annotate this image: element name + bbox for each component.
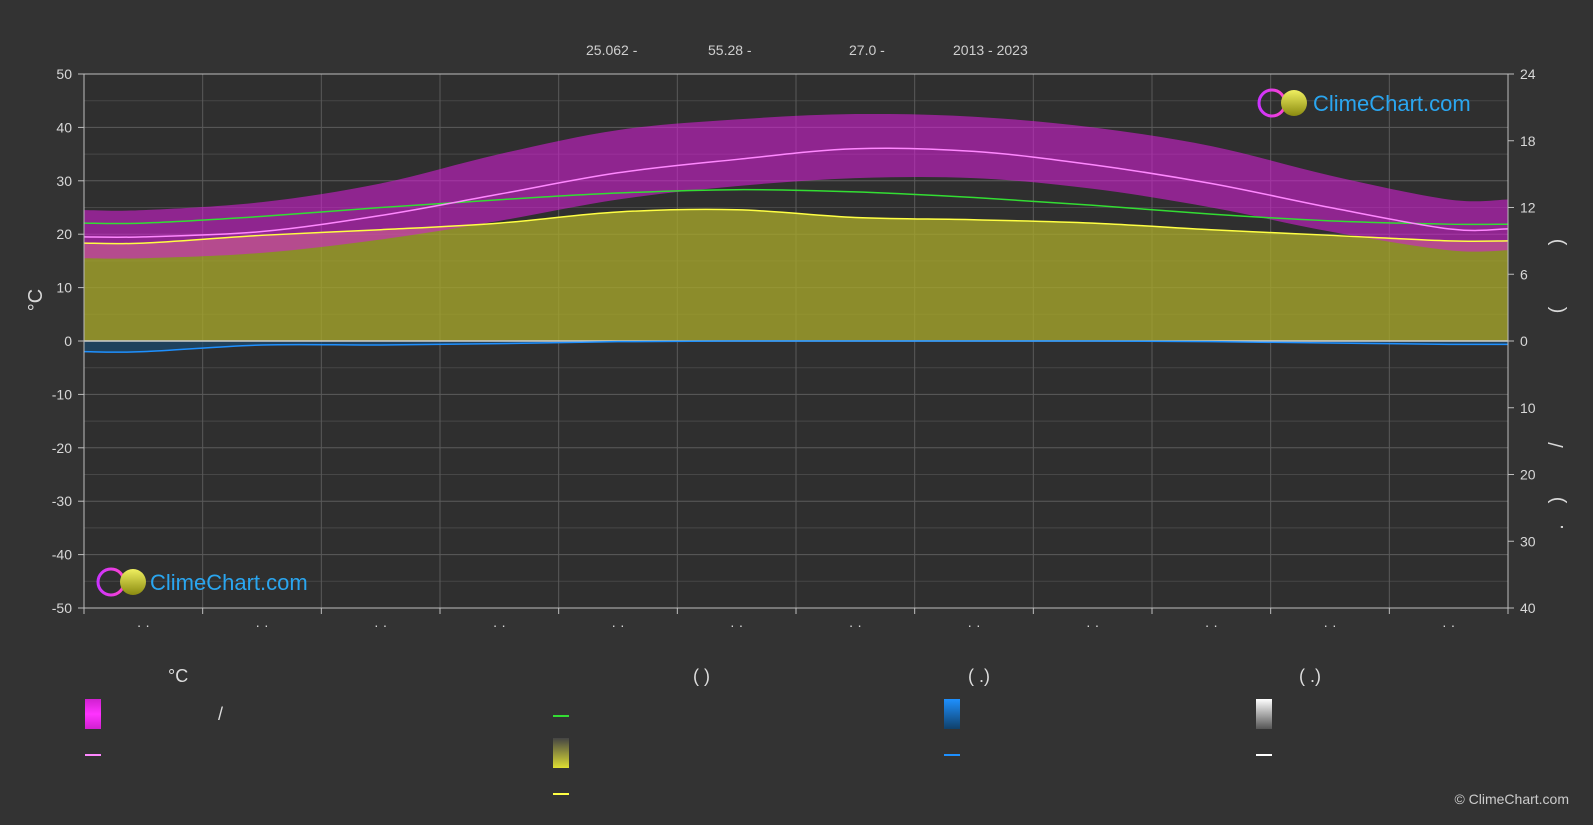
temperature-range-band <box>84 113 1508 259</box>
right-axis-glyph: ( <box>1546 306 1568 313</box>
left-tick-label: 40 <box>56 119 72 135</box>
x-tick-label: · · <box>611 617 624 633</box>
right-top-tick-label: 24 <box>1520 66 1536 82</box>
header-longitude: 55.28 - <box>708 42 752 58</box>
left-tick-label: -30 <box>52 493 72 509</box>
legend-daylight-swatch <box>553 715 569 717</box>
precipitation-line <box>83 340 1509 353</box>
right-axis-glyph: . <box>1546 524 1568 530</box>
sunshine-line <box>83 208 1509 245</box>
right-bottom-tick-label: 10 <box>1520 400 1536 416</box>
legend-rain-title: ( .) <box>968 666 990 686</box>
logo-text: ClimeChart.com <box>150 570 308 595</box>
legend-snow-swatch <box>1256 699 1272 729</box>
left-tick-label: -10 <box>52 386 72 402</box>
logo-top: ClimeChart.com <box>1257 88 1471 118</box>
legend-temp-slash: / <box>218 704 224 724</box>
left-axis: 50 40 30 20 10 0 -10 -20 -30 -40 -50 <box>52 66 84 616</box>
daylight-line <box>83 188 1509 226</box>
legend-snow-line-swatch <box>1256 754 1272 756</box>
left-tick-label: -40 <box>52 547 72 563</box>
legend-rain-swatch <box>944 699 960 729</box>
right-axis-glyph: ) <box>1546 497 1568 504</box>
header-elevation: 27.0 - <box>849 42 885 58</box>
x-tick-label: · · <box>730 617 743 633</box>
logo-text: ClimeChart.com <box>1313 91 1471 116</box>
left-axis-title: °C <box>25 289 47 311</box>
legend-temp-range-swatch <box>85 699 101 729</box>
x-tick-label: · · <box>967 617 980 633</box>
climate-chart: 50 40 30 20 10 0 -10 -20 -30 -40 -50 24 18 12 6 0 10 20 3… <box>25 66 1568 633</box>
right-top-tick-label: 0 <box>1520 333 1528 349</box>
x-tick-label: · · <box>137 617 150 633</box>
left-tick-label: 0 <box>64 333 72 349</box>
x-tick-label: · · <box>493 617 506 633</box>
copyright: © ClimeChart.com <box>1454 791 1569 807</box>
right-axis: 24 18 12 6 0 10 20 30 40 <box>1508 66 1536 616</box>
right-bottom-tick-label: 20 <box>1520 467 1536 483</box>
left-tick-label: 10 <box>56 280 72 296</box>
x-tick-label: · · <box>1442 617 1455 633</box>
right-bottom-tick-label: 40 <box>1520 600 1536 616</box>
right-axis-glyph: ) <box>1546 239 1568 246</box>
header-latitude: 25.062 - <box>586 42 638 58</box>
left-tick-label: 30 <box>56 173 72 189</box>
legend-snow-title: ( .) <box>1299 666 1321 686</box>
logo-sun-icon <box>1281 90 1307 116</box>
x-tick-label: · · <box>374 617 387 633</box>
chart-header: 25.062 - 55.28 - 27.0 - 2013 - 2023 <box>0 42 1593 62</box>
logo-bottom: ClimeChart.com <box>96 567 308 597</box>
right-bottom-tick-label: 30 <box>1520 533 1536 549</box>
legend-sun-title: ( ) <box>693 666 710 686</box>
right-top-tick-label: 6 <box>1520 266 1528 282</box>
legend-temperature-title: °C <box>168 666 189 686</box>
header-years: 2013 - 2023 <box>953 42 1028 58</box>
right-top-tick-label: 12 <box>1520 200 1536 216</box>
sunshine-area <box>84 209 1508 341</box>
x-tick-label: · · <box>255 617 268 633</box>
mean-temperature-line <box>83 147 1509 239</box>
x-tick-label: · · <box>849 617 862 633</box>
x-tick-label: · · <box>1205 617 1218 633</box>
x-tick-label: · · <box>1086 617 1099 633</box>
logo-sun-icon <box>120 569 146 595</box>
x-tick-label: · · <box>1323 617 1336 633</box>
right-axis-title: ) ( /). <box>1546 239 1568 530</box>
legend-sunshine-swatch <box>553 738 569 768</box>
left-tick-label: 20 <box>56 226 72 242</box>
x-axis: · · · · · · · · · · · · · · · · · · · · · · · · <box>83 608 1509 633</box>
left-tick-label: -20 <box>52 440 72 456</box>
legend-rain-line-swatch <box>944 754 960 756</box>
right-axis-glyph: / <box>1546 442 1568 448</box>
series-lines <box>83 73 1509 609</box>
left-tick-label: -50 <box>52 600 72 616</box>
right-top-tick-label: 18 <box>1520 133 1536 149</box>
legend-temp-mean-swatch <box>85 754 101 756</box>
left-tick-label: 50 <box>56 66 72 82</box>
legend-sunshine-line-swatch <box>553 793 569 795</box>
